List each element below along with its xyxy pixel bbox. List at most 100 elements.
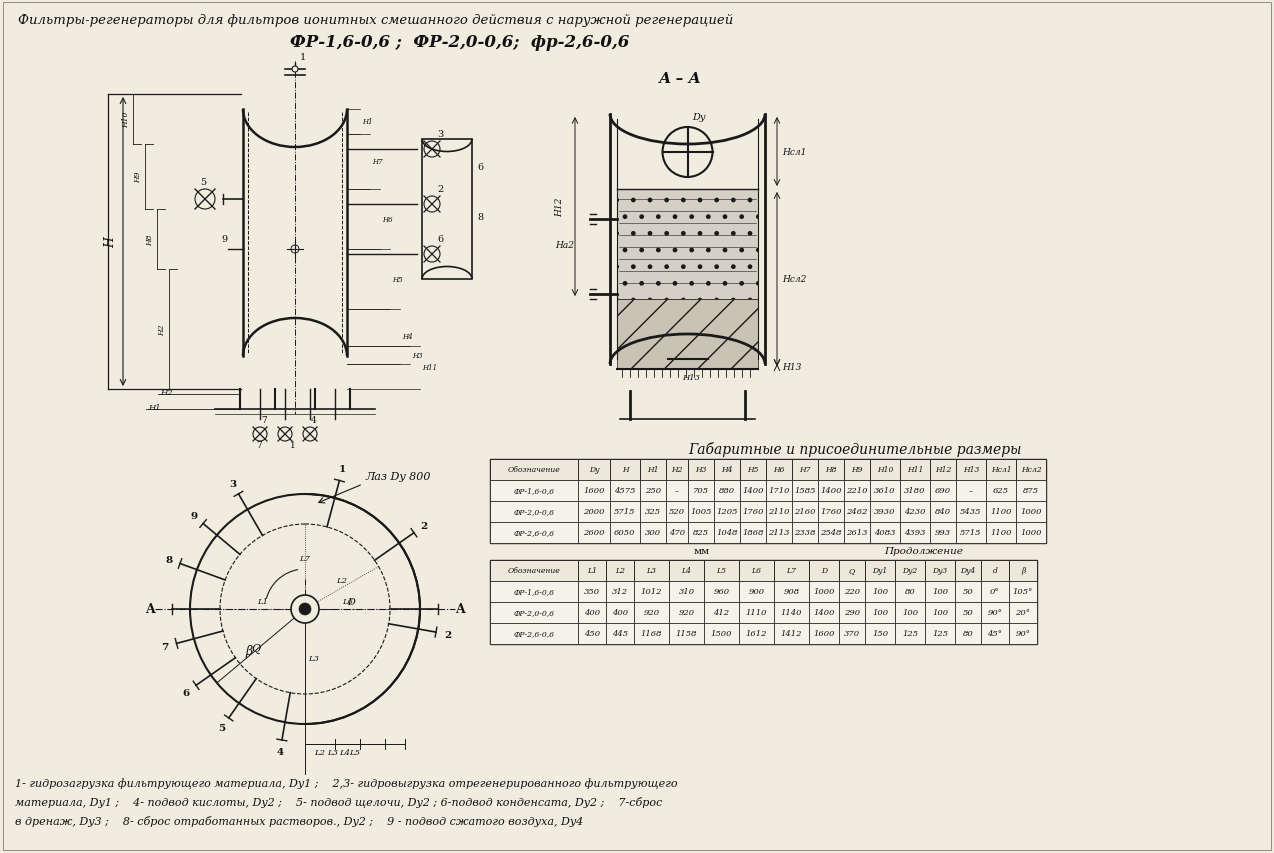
Text: 4575: 4575 bbox=[614, 487, 636, 495]
Text: H5: H5 bbox=[392, 276, 403, 284]
Bar bbox=[930, 460, 956, 480]
Bar bbox=[986, 480, 1015, 502]
Text: 5: 5 bbox=[200, 177, 206, 187]
Text: H9: H9 bbox=[134, 171, 141, 183]
Bar bbox=[713, 460, 740, 480]
Bar bbox=[578, 624, 606, 644]
Text: H1: H1 bbox=[148, 403, 161, 411]
Text: 4: 4 bbox=[311, 415, 317, 425]
Bar bbox=[610, 480, 640, 502]
Text: Dy: Dy bbox=[693, 113, 706, 122]
Text: H7: H7 bbox=[799, 466, 810, 474]
Text: –: – bbox=[968, 487, 973, 495]
Text: материала, Dy1 ;    4- подвод кислоты, Dy2 ;    5- подвод щелочи, Dy2 ; 6-подвод: материала, Dy1 ; 4- подвод кислоты, Dy2 … bbox=[15, 796, 662, 807]
Text: L3: L3 bbox=[308, 654, 318, 662]
Text: в дренаж, Dy3 ;    8- сброс отработанных растворов., Dy2 ;    9 - подвод сжатого: в дренаж, Dy3 ; 8- сброс отработанных ра… bbox=[15, 815, 583, 826]
Bar bbox=[688, 522, 713, 543]
Bar bbox=[705, 624, 739, 644]
Text: 4: 4 bbox=[276, 747, 283, 757]
Text: 100: 100 bbox=[933, 588, 948, 595]
Bar bbox=[809, 560, 840, 581]
Bar bbox=[1015, 460, 1046, 480]
Text: Обозначение: Обозначение bbox=[507, 567, 561, 575]
Text: L6: L6 bbox=[752, 567, 762, 575]
Bar bbox=[490, 480, 578, 502]
Text: Dy3: Dy3 bbox=[933, 567, 948, 575]
Text: 3: 3 bbox=[437, 130, 443, 139]
Text: 125: 125 bbox=[902, 630, 919, 638]
Text: 960: 960 bbox=[713, 588, 730, 595]
Text: 3930: 3930 bbox=[874, 508, 896, 516]
Text: H5: H5 bbox=[748, 466, 759, 474]
Bar bbox=[1009, 602, 1037, 624]
Text: L5: L5 bbox=[349, 748, 361, 756]
Bar bbox=[981, 581, 1009, 602]
Text: H8: H8 bbox=[826, 466, 837, 474]
Bar bbox=[640, 480, 666, 502]
Text: 840: 840 bbox=[935, 508, 952, 516]
Bar bbox=[775, 560, 809, 581]
Bar bbox=[740, 460, 766, 480]
Text: ФР-1,6-0,6: ФР-1,6-0,6 bbox=[513, 588, 554, 595]
Text: L2: L2 bbox=[315, 748, 325, 756]
Text: Dy1: Dy1 bbox=[873, 567, 888, 575]
Text: H13: H13 bbox=[683, 374, 701, 381]
Bar bbox=[739, 602, 775, 624]
Text: H12: H12 bbox=[935, 466, 952, 474]
Bar bbox=[578, 460, 610, 480]
Bar bbox=[870, 460, 899, 480]
Text: 100: 100 bbox=[871, 588, 888, 595]
Text: 325: 325 bbox=[645, 508, 661, 516]
Text: 1: 1 bbox=[339, 465, 347, 474]
Text: H13: H13 bbox=[963, 466, 980, 474]
Bar bbox=[578, 560, 606, 581]
Bar bbox=[870, 522, 899, 543]
Text: 300: 300 bbox=[645, 529, 661, 537]
Bar bbox=[1015, 522, 1046, 543]
Circle shape bbox=[292, 67, 298, 73]
Text: D: D bbox=[820, 567, 827, 575]
Text: 6050: 6050 bbox=[614, 529, 636, 537]
Bar bbox=[634, 581, 669, 602]
Bar bbox=[766, 460, 792, 480]
Text: 45°: 45° bbox=[987, 630, 1003, 638]
Bar bbox=[634, 560, 669, 581]
Bar bbox=[981, 602, 1009, 624]
Text: А – А: А – А bbox=[659, 72, 702, 86]
Text: 7: 7 bbox=[256, 440, 261, 450]
Text: 150: 150 bbox=[871, 630, 888, 638]
Text: 2462: 2462 bbox=[846, 508, 868, 516]
Text: –: – bbox=[675, 487, 679, 495]
Bar bbox=[666, 522, 688, 543]
Text: На2: На2 bbox=[555, 241, 575, 249]
Bar bbox=[578, 522, 610, 543]
Text: H2: H2 bbox=[671, 466, 683, 474]
Text: H9: H9 bbox=[851, 466, 862, 474]
Text: 520: 520 bbox=[669, 508, 685, 516]
Bar bbox=[669, 602, 705, 624]
Bar bbox=[666, 480, 688, 502]
Text: 2113: 2113 bbox=[768, 529, 790, 537]
Text: 1600: 1600 bbox=[583, 487, 605, 495]
Text: H1: H1 bbox=[362, 119, 372, 126]
Bar bbox=[899, 460, 930, 480]
Text: 625: 625 bbox=[992, 487, 1009, 495]
Text: L7: L7 bbox=[786, 567, 796, 575]
Bar bbox=[870, 502, 899, 522]
Bar bbox=[956, 602, 981, 624]
Text: 90°: 90° bbox=[1015, 630, 1031, 638]
Text: Обозначение: Обозначение bbox=[507, 466, 561, 474]
Text: 105°: 105° bbox=[1013, 588, 1033, 595]
Bar bbox=[792, 480, 818, 502]
Text: 1- гидрозагрузка фильтрующего материала, Dy1 ;    2,3- гидровыгрузка отрегенерир: 1- гидрозагрузка фильтрующего материала,… bbox=[15, 777, 678, 788]
Text: 1000: 1000 bbox=[813, 588, 834, 595]
Bar bbox=[792, 460, 818, 480]
Text: 1600: 1600 bbox=[813, 630, 834, 638]
Text: H6: H6 bbox=[773, 466, 785, 474]
Text: Продолжение: Продолжение bbox=[884, 547, 963, 555]
Text: d: d bbox=[992, 567, 998, 575]
Text: 2160: 2160 bbox=[794, 508, 815, 516]
Bar bbox=[981, 624, 1009, 644]
Text: 1400: 1400 bbox=[743, 487, 763, 495]
Text: 20°: 20° bbox=[1015, 609, 1031, 617]
